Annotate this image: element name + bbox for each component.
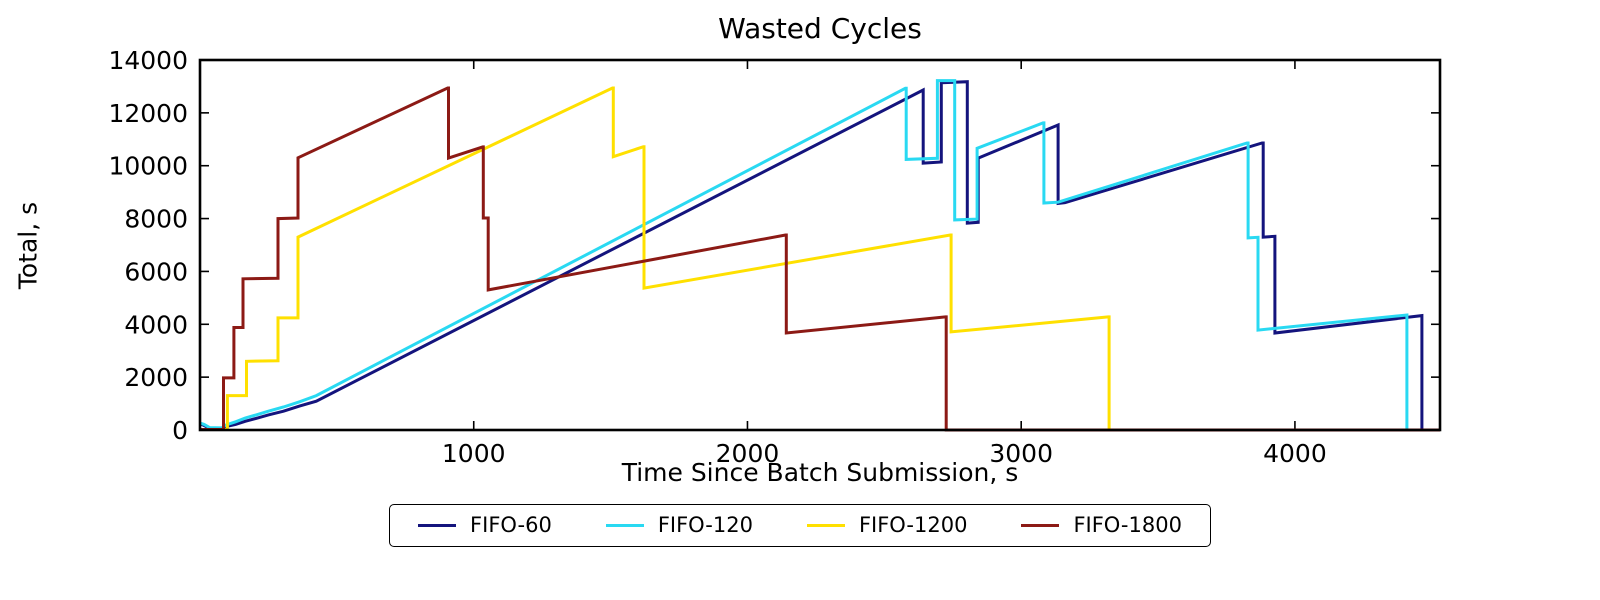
y-tick-label-4000: 4000 bbox=[124, 310, 188, 339]
legend-swatch-FIFO-1800 bbox=[1021, 524, 1060, 527]
legend-label: FIFO-1800 bbox=[1073, 513, 1182, 537]
y-tick-label-14000: 14000 bbox=[108, 46, 188, 75]
y-tick-label-12000: 12000 bbox=[108, 99, 188, 128]
legend-item-FIFO-1800: FIFO-1800 bbox=[1021, 515, 1182, 536]
x-axis-label: Time Since Batch Submission, s bbox=[621, 458, 1019, 487]
x-tick-label-3000: 3000 bbox=[989, 439, 1053, 468]
legend-label: FIFO-120 bbox=[657, 513, 753, 537]
legend-box: FIFO-60 FIFO-120 FIFO-1200 FIFO-1800 bbox=[389, 504, 1211, 547]
legend-item-FIFO-60: FIFO-60 bbox=[418, 515, 552, 536]
legend-swatch-FIFO-120 bbox=[605, 524, 644, 527]
legend: FIFO-60 FIFO-120 FIFO-1200 FIFO-1800 bbox=[0, 504, 1600, 547]
series-line-FIFO-60 bbox=[199, 80, 1440, 432]
y-tick-label-0: 0 bbox=[172, 416, 188, 445]
legend-swatch-FIFO-1200 bbox=[806, 524, 845, 527]
y-tick-label-2000: 2000 bbox=[124, 363, 188, 392]
plot-frame bbox=[198, 58, 1442, 432]
series-line-FIFO-1200 bbox=[200, 86, 1440, 432]
legend-swatch-FIFO-60 bbox=[418, 524, 457, 527]
y-tick-label-6000: 6000 bbox=[124, 257, 188, 286]
y-axis-label: Total, s bbox=[13, 201, 43, 290]
x-tick-label-1000: 1000 bbox=[442, 439, 506, 468]
y-tick-label-8000: 8000 bbox=[124, 205, 188, 234]
series-line-FIFO-1800 bbox=[200, 86, 1440, 432]
legend-label: FIFO-1200 bbox=[858, 513, 968, 537]
chart-title: Wasted Cycles bbox=[718, 12, 922, 45]
series-line-FIFO-120 bbox=[199, 79, 1440, 432]
x-tick-label-4000: 4000 bbox=[1263, 439, 1327, 468]
legend-item-FIFO-120: FIFO-120 bbox=[605, 513, 753, 537]
legend-item-FIFO-1200: FIFO-1200 bbox=[806, 513, 968, 537]
legend-label: FIFO-60 bbox=[470, 513, 552, 537]
x-tick-label-2000: 2000 bbox=[716, 439, 780, 468]
y-tick-label-10000: 10000 bbox=[108, 152, 188, 181]
